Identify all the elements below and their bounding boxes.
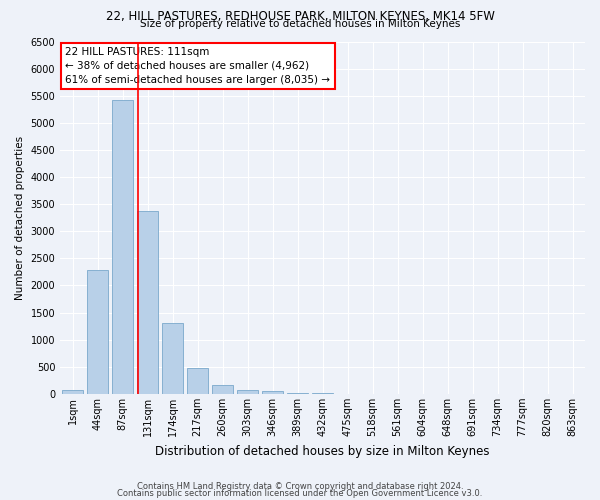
Text: Size of property relative to detached houses in Milton Keynes: Size of property relative to detached ho…: [140, 19, 460, 29]
Bar: [212, 385, 233, 394]
Bar: [112, 100, 133, 394]
Y-axis label: Number of detached properties: Number of detached properties: [15, 136, 25, 300]
Bar: [237, 390, 258, 394]
Bar: [187, 368, 208, 394]
Bar: [87, 270, 108, 394]
X-axis label: Distribution of detached houses by size in Milton Keynes: Distribution of detached houses by size …: [155, 444, 490, 458]
Text: 22, HILL PASTURES, REDHOUSE PARK, MILTON KEYNES, MK14 5FW: 22, HILL PASTURES, REDHOUSE PARK, MILTON…: [106, 10, 494, 23]
Text: Contains HM Land Registry data © Crown copyright and database right 2024.: Contains HM Land Registry data © Crown c…: [137, 482, 463, 491]
Text: 22 HILL PASTURES: 111sqm
← 38% of detached houses are smaller (4,962)
61% of sem: 22 HILL PASTURES: 111sqm ← 38% of detach…: [65, 47, 331, 85]
Text: Contains public sector information licensed under the Open Government Licence v3: Contains public sector information licen…: [118, 488, 482, 498]
Bar: [287, 392, 308, 394]
Bar: [137, 210, 158, 394]
Bar: [62, 390, 83, 394]
Bar: [162, 323, 183, 394]
Bar: [262, 390, 283, 394]
